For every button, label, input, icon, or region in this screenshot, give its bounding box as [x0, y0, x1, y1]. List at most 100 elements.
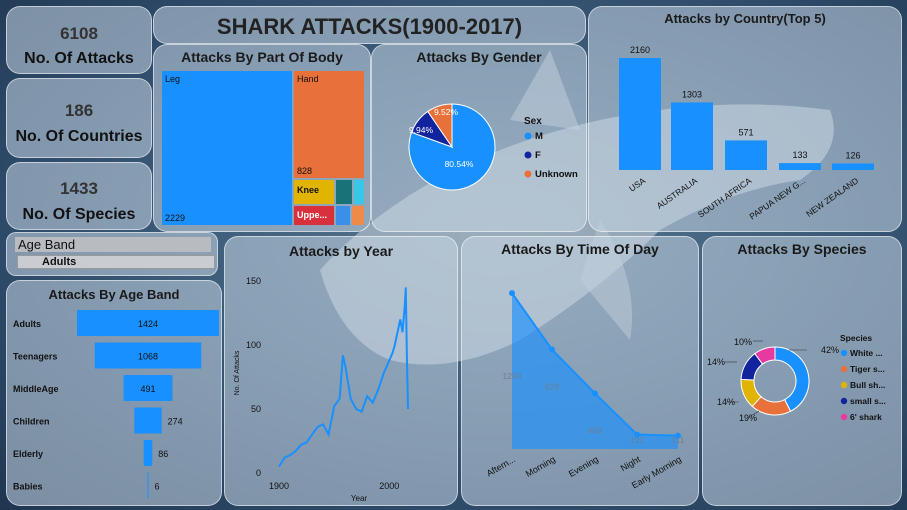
data-label: 9.94%	[409, 125, 434, 135]
kpi-label: No. Of Countries	[15, 128, 143, 145]
kpi-label: No. Of Attacks	[24, 50, 134, 67]
title-panel: SHARK ATTACKS(1900-2017)	[153, 6, 586, 44]
data-label: 491	[140, 384, 155, 394]
data-label: 571	[738, 127, 753, 137]
bar	[143, 440, 153, 466]
legend-marker	[840, 397, 848, 405]
cell-label: Leg	[165, 74, 181, 84]
treemap-cell-cyan[interactable]	[354, 180, 364, 204]
legend-label: F	[535, 150, 541, 161]
data-label: 42%	[821, 345, 839, 355]
data-label: 121	[630, 435, 644, 445]
legend-title: Sex	[524, 116, 542, 127]
chart-title: Attacks by Country(Top 5)	[664, 11, 826, 26]
treemap-cell-leg[interactable]: Leg 2229	[162, 71, 292, 225]
chart-title: Attacks By Species	[737, 241, 867, 257]
year-line-chart: 0 50 100 150 1900 2000 Year No. Of Attacks	[234, 276, 409, 503]
data-label: 111	[672, 435, 685, 445]
gender-panel: Attacks By Gender 80.54% 9.94% 9.52% Sex M F U…	[371, 44, 587, 232]
kpi-label: No. Of Species	[22, 206, 136, 223]
data-label: 10%	[734, 337, 752, 347]
treemap-cell-hand[interactable]: Hand 828	[294, 71, 364, 178]
y-tick-label: MiddleAge	[13, 384, 59, 394]
chart-title: Attacks By Time Of Day	[501, 241, 659, 257]
kpi-value: 186	[64, 101, 94, 120]
x-tick-label: AUSTRALIA	[655, 175, 700, 210]
data-point	[549, 346, 555, 353]
data-label: 1424	[138, 319, 158, 329]
legend-title: Species	[840, 333, 872, 343]
x-tick-label: SOUTH AFRICA	[696, 175, 753, 219]
slicer-dropdown[interactable]: Adults	[17, 255, 215, 269]
legend-marker	[840, 381, 848, 389]
x-tick-label: 1900	[269, 481, 289, 491]
x-tick-label: NEW ZEALAND	[804, 175, 860, 218]
data-label: 86	[158, 449, 168, 459]
x-axis-label: Year	[351, 494, 368, 503]
age-band-bar-chart: Adults 1424 Teenagers 1068 MiddleAge 491 Child…	[13, 310, 219, 499]
x-tick-label: Aftern...	[485, 454, 517, 478]
species-panel: Attacks By Species 42% 19% 14% 14% 10% Specie…	[702, 236, 902, 506]
treemap-cell-upper[interactable]: Uppe...	[294, 206, 334, 225]
chart-title: Attacks by Year	[288, 243, 394, 259]
treemap-cell-teal[interactable]	[336, 180, 352, 204]
gender-pie-chart: 80.54% 9.94%9.52% Sex MF Unknown	[408, 103, 578, 191]
legend-label: small s...	[850, 396, 886, 406]
data-label: 274	[168, 417, 183, 427]
country-panel: Attacks by Country(Top 5) 2160 USA 1303 AUS…	[588, 6, 902, 232]
bar	[94, 342, 202, 369]
chart-title: Attacks By Age Band	[48, 287, 180, 302]
x-tick-label: Morning	[524, 454, 557, 479]
legend-marker	[524, 151, 532, 159]
bar	[779, 163, 821, 170]
data-label: 6	[155, 482, 160, 492]
treemap-cell-small-blue[interactable]	[336, 206, 350, 225]
y-tick-label: Adults	[13, 319, 41, 329]
kpi-value: 1433	[60, 179, 98, 198]
age-band-panel: Attacks By Age Band Adults 1424 Teenagers 1…	[6, 280, 222, 506]
slicer-selected-value: Adults	[42, 256, 77, 268]
series-line	[278, 287, 409, 468]
y-axis-label: No. Of Attacks	[234, 350, 241, 395]
data-label: 2160	[630, 45, 650, 55]
y-tick-label: Elderly	[13, 449, 43, 459]
bar	[619, 58, 661, 170]
x-tick-label: USA	[627, 175, 647, 193]
chart-title: Attacks By Part Of Body	[181, 49, 343, 65]
treemap-cell-knee[interactable]: Knee	[294, 180, 334, 204]
country-bar-chart: 2160 USA 1303 AUSTRALIA 571 SOUTH AFRICA 133 PA…	[619, 45, 874, 221]
pie-slice	[427, 103, 453, 149]
cell-label: Knee	[297, 185, 320, 195]
bar	[671, 102, 713, 170]
legend-marker	[840, 365, 848, 373]
legend-marker	[524, 170, 532, 178]
legend-marker	[524, 132, 532, 140]
page-title: SHARK ATTACKS(1900-2017)	[216, 14, 523, 39]
bar	[147, 472, 149, 499]
legend-label: 6' shark	[850, 412, 882, 422]
cell-label: Uppe...	[297, 210, 328, 220]
body-part-panel: Attacks By Part Of Body Leg 2229 Hand 82…	[153, 44, 371, 232]
data-label: 1303	[682, 89, 702, 99]
kpi-card-species: 1433 No. Of Species	[6, 162, 152, 230]
legend-label: M	[535, 131, 543, 142]
bar	[134, 407, 162, 434]
data-label: 80.54%	[445, 159, 474, 169]
data-label: 9.52%	[434, 107, 459, 117]
x-tick-label: PAPUA NEW G...	[747, 175, 807, 221]
chart-title: Attacks By Gender	[416, 49, 542, 65]
y-tick-label: 100	[246, 340, 261, 350]
y-tick-label: Children	[13, 417, 50, 427]
bar	[123, 375, 173, 401]
legend-marker	[840, 349, 848, 357]
time-of-day-area-chart: 1299 Aftern... 829 Morning 463 Evening 121 Nigh…	[485, 290, 685, 490]
data-label: 463	[588, 425, 602, 435]
cell-value: 2229	[165, 213, 186, 223]
treemap-cell-small-orange[interactable]	[352, 206, 364, 225]
x-tick-label: Evening	[567, 454, 600, 479]
data-label: 1299	[503, 371, 522, 381]
data-label: 14%	[707, 357, 725, 367]
x-tick-label: 2000	[379, 481, 399, 491]
legend-label: Unknown	[535, 169, 578, 180]
